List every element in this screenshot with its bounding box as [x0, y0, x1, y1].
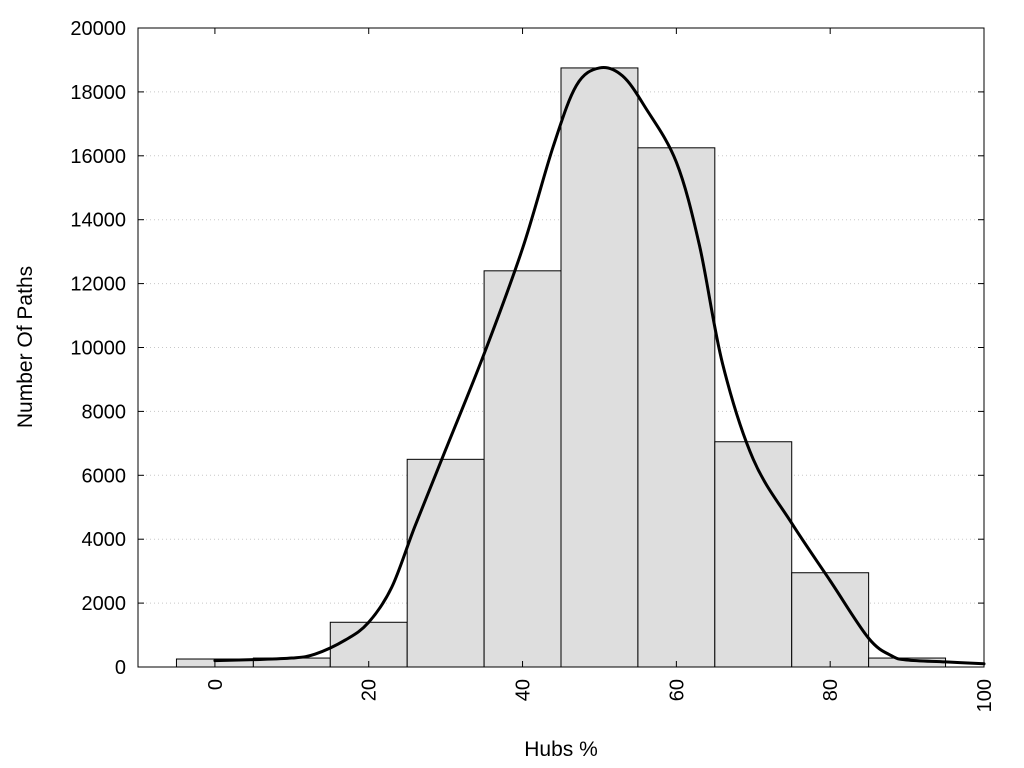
- y-tick-label: 18000: [70, 82, 126, 104]
- y-tick-label: 12000: [70, 274, 126, 296]
- bar: [406, 458, 485, 668]
- x-tick-label: 80: [820, 679, 842, 701]
- x-tick-label: 0: [205, 679, 227, 690]
- bar: [637, 147, 716, 668]
- x-tick-label: 100: [974, 679, 996, 712]
- x-axis-ticks: 0 20 40 60 80 100: [205, 28, 996, 712]
- grid-lines: [138, 91, 984, 604]
- y-tick-label: 8000: [82, 401, 127, 423]
- y-axis-ticks: 0 2000 4000 6000 8000 10000 12000 14000 16000 180…: [70, 18, 984, 679]
- x-tick-label: 60: [666, 679, 688, 701]
- x-tick-label: 20: [359, 679, 381, 701]
- x-tick-label: 40: [513, 679, 535, 701]
- y-axis-label: Number Of Paths: [14, 266, 37, 428]
- x-axis-label: Hubs %: [524, 738, 598, 761]
- y-tick-label: 16000: [70, 146, 126, 168]
- y-tick-label: 2000: [82, 593, 127, 615]
- y-tick-label: 20000: [70, 18, 126, 40]
- bar: [483, 270, 562, 668]
- bar: [714, 441, 793, 668]
- bar: [560, 67, 639, 668]
- y-tick-label: 6000: [82, 465, 127, 487]
- bars: [175, 67, 947, 668]
- density-curve: [213, 66, 986, 666]
- y-tick-label: 10000: [70, 338, 126, 360]
- y-tick-label: 14000: [70, 210, 126, 232]
- y-tick-label: 0: [115, 657, 126, 679]
- y-tick-label: 4000: [82, 529, 127, 551]
- bar: [329, 621, 408, 668]
